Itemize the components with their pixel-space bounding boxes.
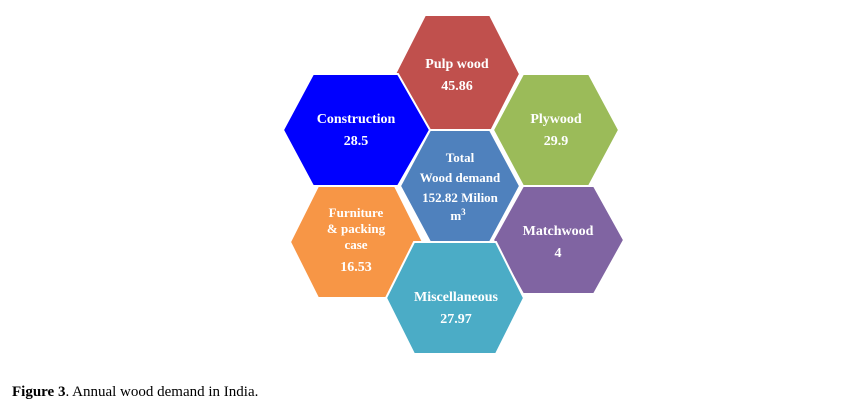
figure-number: Figure 3	[12, 384, 66, 400]
furniture-value: 16.53	[340, 260, 372, 275]
hexagon-center-shape	[398, 129, 522, 243]
center-unit-base: m	[450, 208, 461, 223]
center-value: 152.82 Milion	[422, 190, 499, 205]
furniture-label-line2: & packing	[327, 221, 386, 236]
hexagon-miscellaneous-shape	[384, 241, 526, 355]
furniture-label-line1: Furniture	[329, 205, 384, 220]
pulp-wood-value: 45.86	[441, 79, 473, 94]
hexagon-pulp-wood: Pulp wood 45.86	[393, 14, 522, 134]
hexagon-total-wood-demand: Total Wood demand 152.82 Milion m3	[398, 129, 522, 243]
miscellaneous-label: Miscellaneous	[414, 290, 499, 305]
center-unit: m3	[450, 207, 466, 223]
hexagon-furniture-packing-case: Furniture & packing case 16.53	[288, 185, 425, 299]
plywood-label: Plywood	[530, 112, 582, 127]
hexagon-plywood: Plywood 29.9	[491, 73, 621, 187]
plywood-value: 29.9	[544, 134, 569, 149]
figure-caption-text: . Annual wood demand in India.	[65, 384, 259, 400]
furniture-label-line3: case	[344, 237, 367, 252]
hexagon-construction: Construction 28.5	[281, 73, 432, 187]
hexagon-miscellaneous: Miscellaneous 27.97	[384, 241, 526, 355]
figure-caption: Figure 3. Annual wood demand in India.	[12, 384, 258, 401]
center-label-line1: Total	[446, 150, 475, 165]
miscellaneous-value: 27.97	[440, 312, 472, 327]
wood-demand-hexagon-diagram: Pulp wood 45.86 Construction 28.5 Plywoo…	[281, 14, 626, 355]
center-unit-superscript: 3	[461, 207, 466, 217]
hexagon-matchwood: Matchwood 4	[491, 185, 626, 295]
center-label-line2: Wood demand	[420, 170, 501, 185]
construction-label: Construction	[317, 112, 396, 127]
construction-value: 28.5	[344, 134, 369, 149]
pulp-wood-label: Pulp wood	[425, 57, 489, 72]
matchwood-value: 4	[555, 246, 562, 261]
matchwood-label: Matchwood	[523, 224, 594, 239]
